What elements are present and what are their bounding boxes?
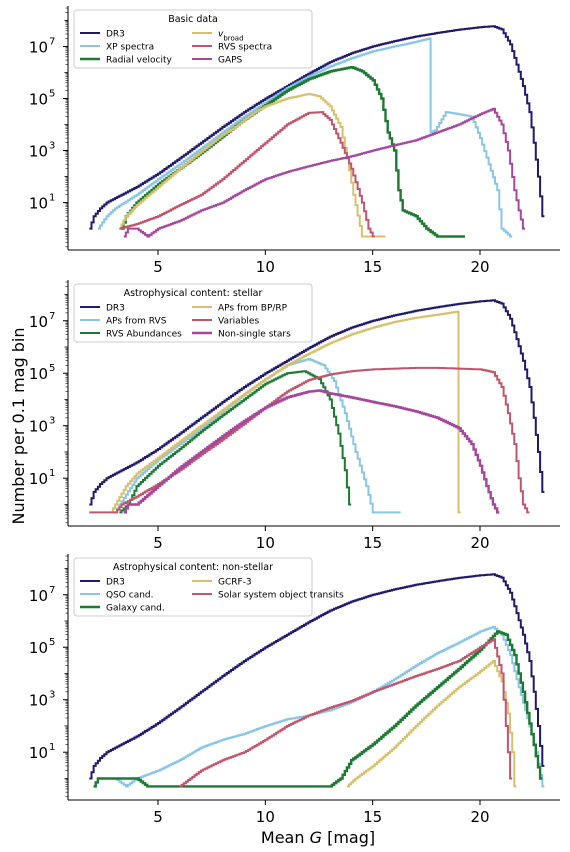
- legend-label-2-3: RVS Abundances: [106, 330, 182, 340]
- y-tick-exponent-2-4: 7: [49, 311, 55, 322]
- legend-label-1-2: XP spectra: [106, 43, 154, 53]
- y-tick-exponent-1-3: 5: [49, 88, 55, 99]
- y-tick-exponent-2-1: 1: [49, 468, 55, 479]
- y-tick-exponent-2-3: 5: [49, 363, 55, 374]
- legend-label-3-4: GCRF-3: [218, 578, 252, 588]
- legend-label-3-2: QSO cand.: [106, 591, 153, 601]
- x-tick-label-3-1: 5: [153, 808, 163, 826]
- y-tick-label-2-4: 10: [29, 313, 48, 331]
- x-tick-label-2-2: 10: [256, 534, 275, 552]
- y-tick-exponent-2-2: 3: [49, 416, 55, 427]
- legend-label-3-3: Galaxy cand.: [106, 604, 165, 614]
- y-tick-label-3-4: 10: [29, 587, 48, 605]
- x-tick-label-1-2: 10: [256, 258, 275, 276]
- x-tick-label-2-4: 20: [470, 534, 489, 552]
- legend-box: [73, 557, 313, 617]
- series-line-1-2: [97, 37, 513, 238]
- legend-1: Basic data DR3 XP spectra Radial velocity vb…: [73, 9, 313, 69]
- y-tick-exponent-3-2: 3: [49, 690, 55, 701]
- legend-label-1-5: RVS spectra: [218, 43, 272, 53]
- x-tick-label-3-3: 15: [363, 808, 382, 826]
- series-line-2-6: [123, 389, 500, 514]
- legend-title-3: Astrophysical content: non-stellar: [113, 562, 273, 573]
- y-tick-exponent-1-4: 7: [49, 36, 55, 47]
- series-line-3-2: [93, 625, 545, 788]
- series-line-1-6: [123, 107, 526, 238]
- series-line-2-3: [119, 370, 352, 514]
- legend-label-2-5: Variables: [218, 317, 259, 327]
- legend-2: Astrophysical content: stellar DR3 APs fro…: [73, 283, 313, 343]
- x-tick-label-3-2: 10: [256, 808, 275, 826]
- legend-title-1: Basic data: [168, 14, 218, 25]
- x-tick-label-1-1: 5: [153, 258, 163, 276]
- y-tick-exponent-1-2: 3: [49, 141, 55, 152]
- y-tick-label-1-2: 10: [29, 143, 48, 161]
- series-line-2-1: [89, 299, 545, 506]
- y-tick-label-2-2: 10: [29, 418, 48, 436]
- legend-label-1-1: DR3: [106, 30, 125, 40]
- x-tick-label-3-4: 20: [470, 808, 489, 826]
- legend-label-1-3: Radial velocity: [106, 56, 173, 66]
- x-tick-label-2-1: 5: [153, 534, 163, 552]
- y-tick-label-1-4: 10: [29, 38, 48, 56]
- legend-label-1-6: GAPS: [218, 56, 243, 66]
- x-tick-label-2-3: 15: [363, 534, 382, 552]
- y-axis-title: Number per 0.1 mag bin: [9, 328, 28, 525]
- series-line-2-4: [110, 310, 461, 514]
- legend-label-2-6: Non-single stars: [218, 330, 291, 340]
- legend-title-2: Astrophysical content: stellar: [124, 288, 263, 299]
- y-tick-label-1-3: 10: [29, 90, 48, 108]
- legend-box: [73, 283, 313, 343]
- y-tick-label-1-1: 10: [29, 195, 48, 213]
- legend-label-2-1: DR3: [106, 304, 125, 314]
- series-line-3-4: [346, 660, 517, 788]
- legend-label-1-4: vbroad: [218, 30, 244, 43]
- y-tick-exponent-3-3: 5: [49, 637, 55, 648]
- series-line-1-4: [119, 92, 386, 238]
- legend-label-2-4: APs from BP/RP: [218, 304, 288, 314]
- series-line-1-1: [89, 25, 545, 230]
- series-line-1-3: [121, 66, 465, 238]
- series-line-2-2: [115, 358, 401, 514]
- legend-box: [73, 9, 313, 69]
- legend-label-3-5: Solar system object transits: [218, 591, 344, 601]
- x-axis-title: Mean G [mag]: [261, 828, 375, 847]
- x-tick-label-1-3: 15: [363, 258, 382, 276]
- y-tick-exponent-3-4: 7: [49, 585, 55, 596]
- legend-label-2-2: APs from RVS: [106, 317, 167, 327]
- series-line-3-1: [89, 573, 545, 780]
- y-tick-exponent-3-1: 1: [49, 742, 55, 753]
- y-tick-label-3-3: 10: [29, 639, 48, 657]
- legend-3: Astrophysical content: non-stellar DR3 QSO…: [73, 557, 344, 617]
- y-tick-exponent-1-1: 1: [49, 193, 55, 204]
- legend-label-3-1: DR3: [106, 578, 125, 588]
- series-line-1-5: [119, 111, 375, 238]
- y-tick-label-2-3: 10: [29, 365, 48, 383]
- y-tick-label-3-2: 10: [29, 692, 48, 710]
- series-line-3-5: [179, 638, 513, 788]
- y-tick-label-3-1: 10: [29, 744, 48, 762]
- y-tick-label-2-1: 10: [29, 470, 48, 488]
- series-line-3-3: [93, 630, 543, 788]
- x-tick-label-1-4: 20: [470, 258, 489, 276]
